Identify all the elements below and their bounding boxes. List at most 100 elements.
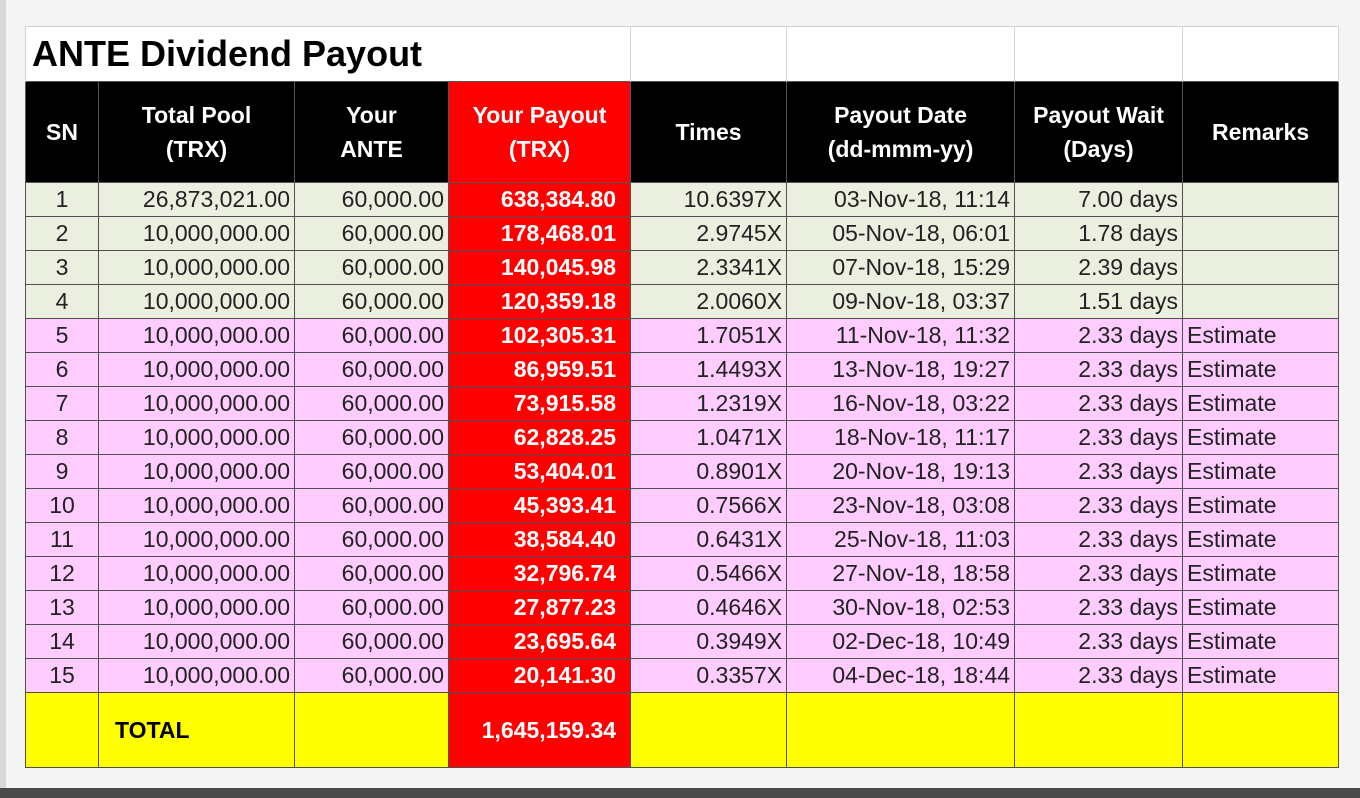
cell-your-ante: 60,000.00 xyxy=(294,658,449,693)
header-payout-wait: Payout Wait (Days) xyxy=(1014,81,1184,183)
cell-total-pool: 10,000,000.00 xyxy=(98,522,295,557)
table-row: 8 10,000,000.00 60,000.00 62,828.25 1.0471X 1… xyxy=(25,420,1340,455)
cell-total-pool: 10,000,000.00 xyxy=(98,454,295,489)
cell-your-ante: 60,000.00 xyxy=(294,216,449,251)
table-row: 13 10,000,000.00 60,000.00 27,877.23 0.4646X… xyxy=(25,590,1340,625)
cell-total-pool: 10,000,000.00 xyxy=(98,488,295,523)
cell-times: 0.7566X xyxy=(630,488,788,523)
empty-cell xyxy=(1182,692,1340,768)
cell-total-pool: 10,000,000.00 xyxy=(98,624,295,659)
title-row: ANTE Dividend Payout xyxy=(24,26,1340,82)
cell-payout-wait: 2.33 days xyxy=(1014,658,1184,693)
header-your-ante: Your ANTE xyxy=(294,81,449,183)
cell-your-payout: 140,045.98 xyxy=(447,250,632,285)
cell-remarks: Estimate xyxy=(1182,590,1340,625)
table-row: 1 26,873,021.00 60,000.00 638,384.80 10.6397… xyxy=(25,182,1340,217)
cell-sn: 8 xyxy=(25,420,99,455)
table-row: 4 10,000,000.00 60,000.00 120,359.18 2.0060X… xyxy=(25,284,1340,319)
top-strip xyxy=(0,0,1360,26)
dividend-table: ANTE Dividend Payout SN Total Pool (TRX) … xyxy=(24,26,1340,768)
cell-times: 1.7051X xyxy=(630,318,788,353)
cell-remarks: Estimate xyxy=(1182,658,1340,693)
cell-remarks xyxy=(1182,182,1340,217)
cell-times: 1.2319X xyxy=(630,386,788,421)
empty-cell xyxy=(1182,26,1340,82)
cell-sn: 9 xyxy=(25,454,99,489)
empty-cell xyxy=(294,692,449,768)
cell-your-ante: 60,000.00 xyxy=(294,624,449,659)
cell-payout-wait: 2.33 days xyxy=(1014,420,1184,455)
empty-cell xyxy=(786,26,1016,82)
empty-cell xyxy=(630,26,788,82)
header-remarks: Remarks xyxy=(1182,81,1340,183)
header-total-pool: Total Pool (TRX) xyxy=(98,81,295,183)
cell-remarks: Estimate xyxy=(1182,488,1340,523)
header-row: SN Total Pool (TRX) Your ANTE Your Payout(… xyxy=(25,81,1340,183)
table-row: 7 10,000,000.00 60,000.00 73,915.58 1.2319X 1… xyxy=(25,386,1340,421)
cell-times: 0.8901X xyxy=(630,454,788,489)
cell-payout-wait: 2.33 days xyxy=(1014,386,1184,421)
table-row: 10 10,000,000.00 60,000.00 45,393.41 0.7566X… xyxy=(25,488,1340,523)
cell-payout-wait: 2.33 days xyxy=(1014,590,1184,625)
cell-your-payout: 20,141.30 xyxy=(447,658,632,693)
header-your-payout: Your Payout (TRX) xyxy=(447,81,632,183)
cell-sn: 6 xyxy=(25,352,99,387)
cell-sn: 2 xyxy=(25,216,99,251)
table-row: 14 10,000,000.00 60,000.00 23,695.64 0.3949X… xyxy=(25,624,1340,659)
cell-times: 2.0060X xyxy=(630,284,788,319)
header-sn: SN xyxy=(25,81,99,183)
cell-sn: 7 xyxy=(25,386,99,421)
empty-cell xyxy=(1014,26,1184,82)
empty-cell xyxy=(786,692,1016,768)
cell-remarks: Estimate xyxy=(1182,386,1340,421)
cell-your-payout: 32,796.74 xyxy=(447,556,632,591)
cell-your-ante: 60,000.00 xyxy=(294,284,449,319)
table-row: 12 10,000,000.00 60,000.00 32,796.74 0.5466X… xyxy=(25,556,1340,591)
cell-payout-wait: 2.33 days xyxy=(1014,488,1184,523)
cell-your-payout: 178,468.01 xyxy=(447,216,632,251)
cell-sn: 5 xyxy=(25,318,99,353)
cell-total-pool: 10,000,000.00 xyxy=(98,658,295,693)
cell-total-pool: 10,000,000.00 xyxy=(98,386,295,421)
cell-your-ante: 60,000.00 xyxy=(294,386,449,421)
empty-cell xyxy=(1014,692,1184,768)
cell-payout-wait: 7.00 days xyxy=(1014,182,1184,217)
cell-payout-date: 25-Nov-18, 11:03 xyxy=(786,522,1016,557)
cell-your-ante: 60,000.00 xyxy=(294,182,449,217)
cell-total-pool: 10,000,000.00 xyxy=(98,318,295,353)
cell-sn: 4 xyxy=(25,284,99,319)
table-row: 11 10,000,000.00 60,000.00 38,584.40 0.6431X… xyxy=(25,522,1340,557)
cell-your-payout: 23,695.64 xyxy=(447,624,632,659)
cell-sn: 3 xyxy=(25,250,99,285)
cell-sn: 11 xyxy=(25,522,99,557)
cell-sn: 10 xyxy=(25,488,99,523)
cell-times: 1.0471X xyxy=(630,420,788,455)
table-row: 6 10,000,000.00 60,000.00 86,959.51 1.4493X 1… xyxy=(25,352,1340,387)
cell-payout-date: 11-Nov-18, 11:32 xyxy=(786,318,1016,353)
cell-total-pool: 10,000,000.00 xyxy=(98,216,295,251)
cell-times: 2.9745X xyxy=(630,216,788,251)
cell-payout-wait: 1.51 days xyxy=(1014,284,1184,319)
cell-your-payout: 73,915.58 xyxy=(447,386,632,421)
cell-payout-wait: 2.33 days xyxy=(1014,318,1184,353)
cell-remarks xyxy=(1182,250,1340,285)
cell-payout-wait: 2.33 days xyxy=(1014,352,1184,387)
cell-payout-wait: 2.33 days xyxy=(1014,624,1184,659)
cell-total-pool: 10,000,000.00 xyxy=(98,590,295,625)
table-row: 5 10,000,000.00 60,000.00 102,305.31 1.7051X… xyxy=(25,318,1340,353)
page-title: ANTE Dividend Payout xyxy=(24,26,632,82)
cell-payout-date: 16-Nov-18, 03:22 xyxy=(786,386,1016,421)
cell-remarks: Estimate xyxy=(1182,352,1340,387)
cell-payout-date: 18-Nov-18, 11:17 xyxy=(786,420,1016,455)
cell-your-ante: 60,000.00 xyxy=(294,318,449,353)
window-frame-left xyxy=(0,0,6,798)
cell-your-payout: 38,584.40 xyxy=(447,522,632,557)
table-row: 9 10,000,000.00 60,000.00 53,404.01 0.8901X 2… xyxy=(25,454,1340,489)
cell-remarks: Estimate xyxy=(1182,454,1340,489)
cell-remarks xyxy=(1182,284,1340,319)
cell-payout-date: 09-Nov-18, 03:37 xyxy=(786,284,1016,319)
cell-payout-date: 27-Nov-18, 18:58 xyxy=(786,556,1016,591)
cell-your-payout: 86,959.51 xyxy=(447,352,632,387)
cell-sn: 12 xyxy=(25,556,99,591)
cell-times: 0.4646X xyxy=(630,590,788,625)
